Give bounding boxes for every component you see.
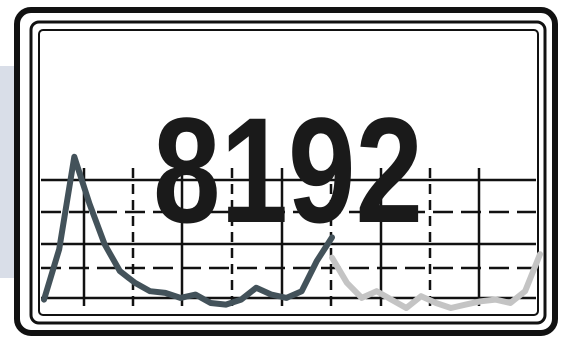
inner-bezel [29,20,547,325]
waveform-trace-active [41,153,335,308]
counter-readout: 8192 [153,86,423,254]
waveform-trace-faded [329,251,543,311]
